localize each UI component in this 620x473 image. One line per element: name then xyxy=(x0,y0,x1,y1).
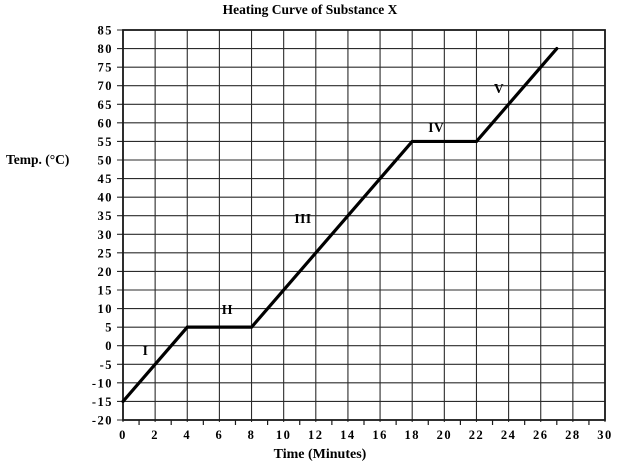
x-tick-label: 4 xyxy=(183,428,191,442)
y-tick-label: 0 xyxy=(105,339,113,353)
x-tick-label: 18 xyxy=(404,428,420,442)
x-tick-label: 0 xyxy=(119,428,127,442)
x-tick-label: 30 xyxy=(597,428,613,442)
y-tick-label: 85 xyxy=(98,24,114,38)
y-tick-label: 35 xyxy=(98,209,114,223)
heating-curve-line xyxy=(121,46,559,404)
segment-label-V: V xyxy=(494,81,504,96)
y-tick-label: 80 xyxy=(98,42,114,56)
y-tick-label: 70 xyxy=(98,79,114,93)
y-tick-label: 40 xyxy=(98,191,114,205)
y-tick-label: 25 xyxy=(98,246,114,260)
y-tick-label: -20 xyxy=(92,414,113,428)
chart-title: Heating Curve of Substance X xyxy=(222,2,398,17)
x-tick-label: 8 xyxy=(248,428,256,442)
segment-label-IV: IV xyxy=(428,120,444,135)
x-tick-label: 22 xyxy=(469,428,485,442)
plot-border xyxy=(122,29,606,421)
x-tick-label: 24 xyxy=(501,428,517,442)
segment-label-II: II xyxy=(222,302,234,317)
x-tick-label: 12 xyxy=(308,428,324,442)
x-tick-label: 10 xyxy=(276,428,292,442)
x-tick-label: 6 xyxy=(216,428,224,442)
y-tick-label: 60 xyxy=(98,116,114,130)
segment-label-III: III xyxy=(294,211,311,226)
y-tick-label: 50 xyxy=(98,154,114,168)
y-tick-label: 30 xyxy=(98,228,114,242)
y-tick-label: 55 xyxy=(98,135,114,149)
y-tick-label: 15 xyxy=(98,284,114,298)
y-axis-title: Temp. (°C) xyxy=(6,152,70,167)
y-tick-label: 65 xyxy=(98,98,114,112)
x-tick-label: 28 xyxy=(565,428,581,442)
x-tick-label: 2 xyxy=(151,428,159,442)
y-tick-label: -5 xyxy=(100,358,113,372)
y-tick-label: 45 xyxy=(98,172,114,186)
y-tick-label: 5 xyxy=(105,321,113,335)
x-tick-label: 26 xyxy=(533,428,549,442)
x-axis-title: Time (Minutes) xyxy=(273,447,367,462)
y-tick-label: 75 xyxy=(98,61,114,75)
x-tick-label: 14 xyxy=(340,428,356,442)
y-tick-label: -15 xyxy=(92,395,113,409)
y-tick-label: 20 xyxy=(98,265,114,279)
y-tick-label: 10 xyxy=(98,302,114,316)
segment-label-I: I xyxy=(143,343,149,358)
x-tick-label: 16 xyxy=(372,428,388,442)
x-tick-label: 20 xyxy=(437,428,453,442)
y-tick-label: -10 xyxy=(92,376,113,390)
